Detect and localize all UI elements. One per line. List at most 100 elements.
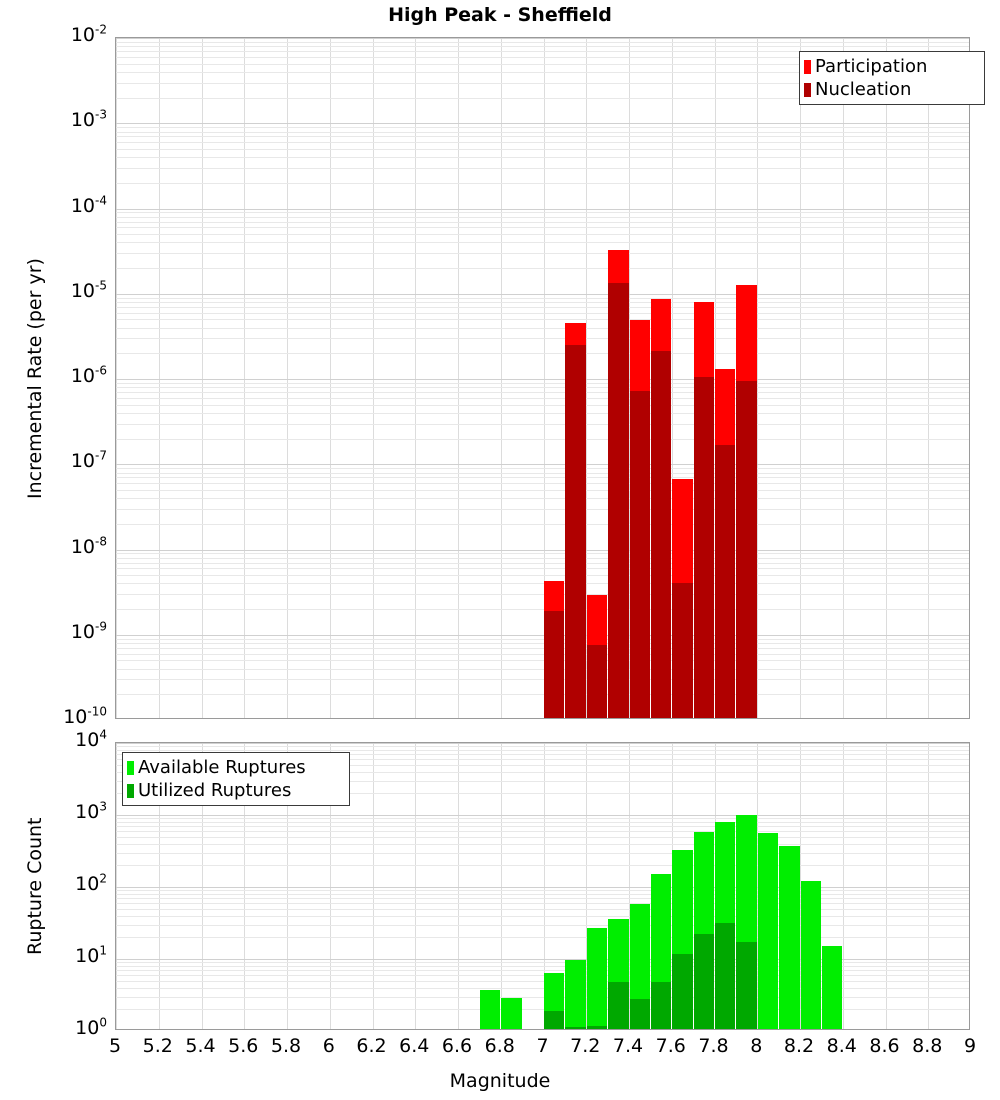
x-tick-label: 6.4 [399,1035,430,1057]
gridline-vertical [158,743,160,1029]
gridline-horizontal [116,46,969,47]
gridline-horizontal [116,970,969,971]
gridline-vertical [629,743,630,1029]
x-tick-label: 5 [108,1035,122,1057]
gridline-horizontal [116,563,969,564]
x-axis-title: Magnitude [449,1070,551,1092]
gridline-horizontal [116,294,969,295]
x-tick-label: 5.4 [185,1035,216,1057]
gridline-horizontal [116,477,969,478]
gridline-horizontal [116,815,969,816]
gridline-horizontal [116,937,969,938]
bar-segment-outer [586,928,608,1029]
gridline-horizontal [116,319,969,320]
gridline-horizontal [116,894,969,895]
gridline-horizontal [116,781,969,782]
x-tick-label: 6.6 [441,1035,473,1057]
bar-group [650,743,672,1029]
gridline-horizontal [116,509,969,510]
bar-segment-inner [586,644,608,718]
bar-segment-inner [608,283,629,718]
gridline-horizontal [116,227,969,228]
bar-group [608,38,629,718]
gridline-horizontal [116,694,969,695]
gridline-horizontal [116,212,969,213]
gridline-horizontal [116,550,969,551]
top-plot-gridlines [116,38,969,718]
x-tick-label: 8.4 [826,1035,857,1057]
gridline-horizontal [116,157,969,158]
gridline-vertical [116,743,117,1029]
gridline-horizontal [116,383,969,384]
bar-group [544,743,565,1029]
top-plot-legend: Participation Nucleation [799,51,985,105]
chart-title: High Peak - Sheffield [388,4,612,26]
gridline-vertical [201,743,203,1029]
gridline-horizontal [116,826,969,827]
gridline-horizontal [116,553,969,554]
bar-segment-outer [757,833,779,1029]
gridline-horizontal [116,997,969,998]
gridline-vertical [586,743,588,1029]
gridline-horizontal [116,222,969,223]
bar-group [586,743,608,1029]
gridline-horizontal [116,925,969,926]
gridline-horizontal [116,818,969,819]
legend-label: Available Ruptures [138,756,306,778]
bar-segment-inner [672,583,693,718]
bar-group [479,743,501,1029]
gridline-horizontal [116,398,969,399]
gridline-vertical [757,38,759,718]
gridline-horizontal [116,57,969,58]
legend-swatch-icon [127,760,134,775]
bar-segment-inner [544,610,565,718]
bar-group [565,743,586,1029]
bar-segment-inner [736,942,757,1029]
gridline-horizontal [116,483,969,484]
bar-segment-outer [800,880,821,1029]
top-plot-bars [116,38,969,718]
gridline-vertical [329,743,331,1029]
bar-segment-inner [650,351,672,718]
bottom-plot-bars [116,743,969,1029]
legend-item: Participation [804,55,978,78]
x-tick-label: 6 [322,1035,335,1057]
gridline-horizontal [116,413,969,414]
gridline-vertical [671,38,673,718]
legend-swatch-icon [127,783,134,798]
gridline-horizontal [116,253,969,254]
gridline-horizontal [116,643,969,644]
y-tick-label: 104 [75,727,107,751]
y-tick-label: 101 [75,943,107,967]
gridline-horizontal [116,568,969,569]
gridline-horizontal [116,909,969,910]
bar-segment-inner [715,444,736,718]
gridline-horizontal [116,609,969,610]
gridline-horizontal [116,127,969,128]
gridline-horizontal [116,464,969,465]
bottom-plot-legend: Available Ruptures Utilized Ruptures [122,752,350,806]
bar-segment-inner [672,954,693,1029]
x-tick-label: 5.2 [142,1035,173,1057]
gridline-vertical [329,38,331,718]
incremental-rate-plot [115,37,970,719]
gridline-horizontal [116,975,969,976]
gridline-vertical [116,38,117,718]
gridline-vertical [287,743,288,1029]
gridline-horizontal [116,83,969,84]
gridline-vertical [928,38,930,718]
bar-group [715,743,736,1029]
gridline-vertical [458,743,459,1029]
gridline-vertical [885,743,887,1029]
gridline-horizontal [116,38,969,39]
bar-segment-inner [608,981,629,1029]
bar-group [629,38,650,718]
gridline-horizontal [116,98,969,99]
gridline-horizontal [116,594,969,595]
x-tick-label: 7.2 [570,1035,601,1057]
gridline-horizontal [116,209,969,210]
gridline-vertical [458,38,459,718]
gridline-horizontal [116,887,969,888]
gridline-vertical [201,38,203,718]
bar-group [672,38,693,718]
